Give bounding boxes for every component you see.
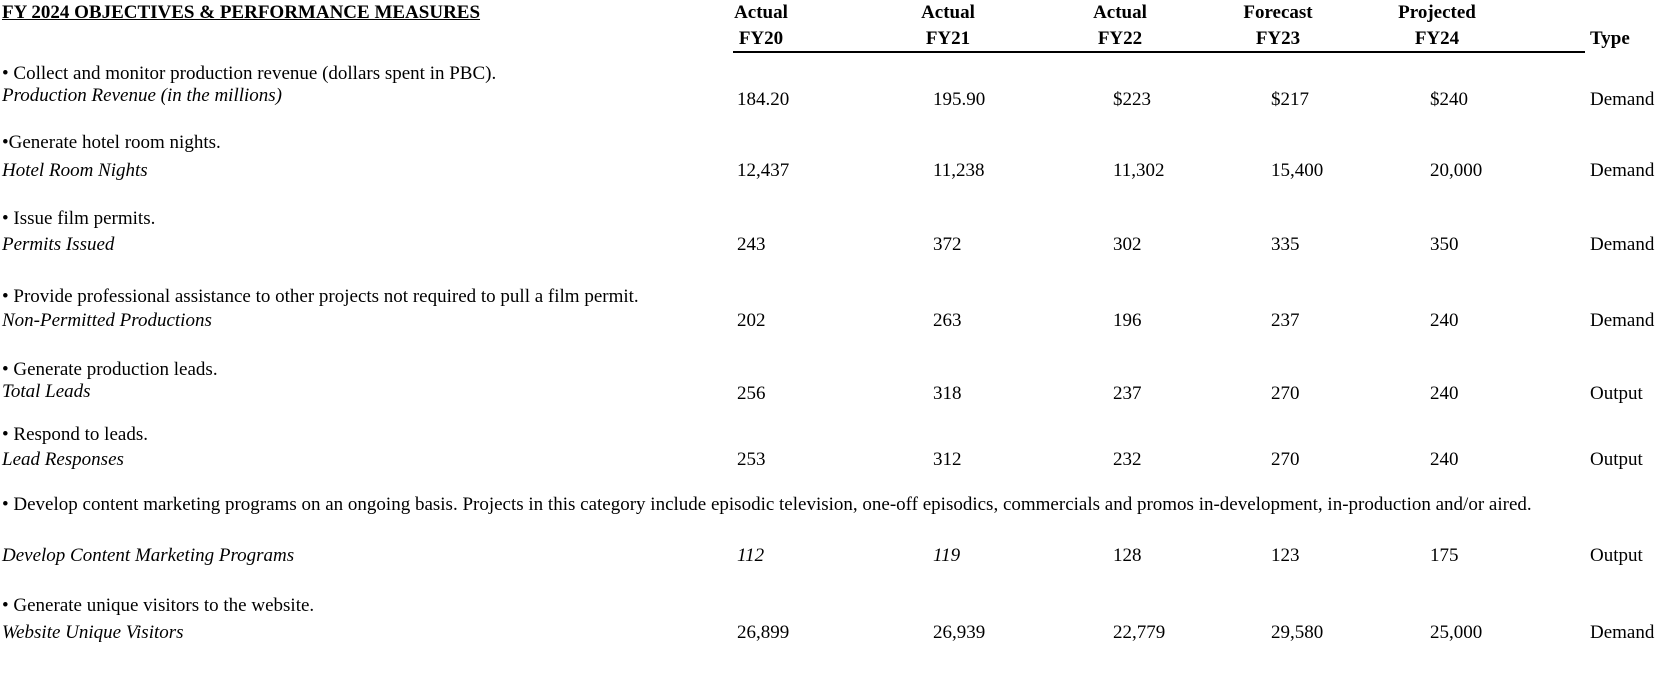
type-header: Type (1590, 28, 1630, 49)
measure-name: Lead Responses (2, 449, 124, 470)
measure-name: Production Revenue (in the millions) (2, 85, 282, 106)
cell-value: 26,899 (737, 622, 790, 643)
column-header: Forecast (1243, 2, 1313, 23)
header-rule (733, 51, 1585, 53)
cell-value: 11,302 (1113, 160, 1165, 181)
column-header: FY23 (1255, 28, 1301, 49)
cell-value: 263 (933, 310, 962, 331)
column-header: FY21 (925, 28, 971, 49)
objective: • Generate unique visitors to the websit… (2, 595, 315, 616)
measure-type: Demand (1590, 160, 1655, 181)
cell-value: $223 (1113, 89, 1151, 110)
cell-value: 175 (1430, 545, 1459, 566)
column-header: Actual (921, 2, 975, 23)
cell-value: 15,400 (1271, 160, 1324, 181)
cell-value: 243 (737, 234, 766, 255)
cell-value: 29,580 (1271, 622, 1324, 643)
cell-value: 25,000 (1430, 622, 1483, 643)
cell-value: 195.90 (933, 89, 986, 110)
objective: • Collect and monitor production revenue… (2, 63, 497, 84)
measure-type: Output (1590, 545, 1643, 566)
cell-value: 20,000 (1430, 160, 1483, 181)
measure-type: Demand (1590, 89, 1655, 110)
cell-value: 202 (737, 310, 766, 331)
measure-name: Total Leads (2, 381, 91, 402)
measure-type: Demand (1590, 234, 1655, 255)
cell-value: 372 (933, 234, 962, 255)
column-header: Actual (734, 2, 788, 23)
cell-value: 11,238 (933, 160, 985, 181)
cell-value: 184.20 (737, 89, 790, 110)
cell-value: 335 (1271, 234, 1300, 255)
cell-value: 237 (1113, 383, 1142, 404)
cell-value: $240 (1430, 89, 1468, 110)
cell-value: 240 (1430, 449, 1459, 470)
cell-value: 232 (1113, 449, 1142, 470)
cell-value: 318 (933, 383, 962, 404)
measure-name: Website Unique Visitors (2, 622, 184, 643)
column-header: FY24 (1414, 28, 1460, 49)
cell-value: 302 (1113, 234, 1142, 255)
cell-value: 12,437 (737, 160, 790, 181)
cell-value: 270 (1271, 449, 1300, 470)
measure-name: Develop Content Marketing Programs (2, 545, 295, 566)
measure-name: Permits Issued (2, 234, 115, 255)
objective: • Generate production leads. (2, 359, 218, 380)
cell-value: 240 (1430, 310, 1459, 331)
measure-type: Output (1590, 383, 1643, 404)
measure-name: Non-Permitted Productions (2, 310, 212, 331)
cell-value: 237 (1271, 310, 1300, 331)
measure-type: Output (1590, 449, 1643, 470)
objective: • Develop content marketing programs on … (2, 494, 1532, 515)
objective: • Respond to leads. (2, 424, 148, 445)
measure-type: Demand (1590, 622, 1655, 643)
cell-value: 112 (737, 545, 765, 566)
column-header: Actual (1093, 2, 1147, 23)
objective: • Issue film permits. (2, 208, 156, 229)
cell-value: 270 (1271, 383, 1300, 404)
cell-value: 128 (1113, 545, 1142, 566)
cell-value: 196 (1113, 310, 1142, 331)
cell-value: 26,939 (933, 622, 986, 643)
title: FY 2024 OBJECTIVES & PERFORMANCE MEASURE… (2, 2, 481, 23)
cell-value: 253 (737, 449, 766, 470)
cell-value: 256 (737, 383, 766, 404)
column-header: FY22 (1097, 28, 1143, 49)
cell-value: 22,779 (1113, 622, 1166, 643)
objective: •Generate hotel room nights. (2, 132, 221, 153)
cell-value: 123 (1271, 545, 1300, 566)
measure-name: Hotel Room Nights (2, 160, 148, 181)
measure-type: Demand (1590, 310, 1655, 331)
column-header: Projected (1398, 2, 1476, 23)
cell-value: 119 (933, 545, 961, 566)
cell-value: 240 (1430, 383, 1459, 404)
column-header: FY20 (738, 28, 784, 49)
cell-value: 350 (1430, 234, 1459, 255)
cell-value: 312 (933, 449, 962, 470)
cell-value: $217 (1271, 89, 1309, 110)
objective: • Provide professional assistance to oth… (2, 286, 639, 307)
